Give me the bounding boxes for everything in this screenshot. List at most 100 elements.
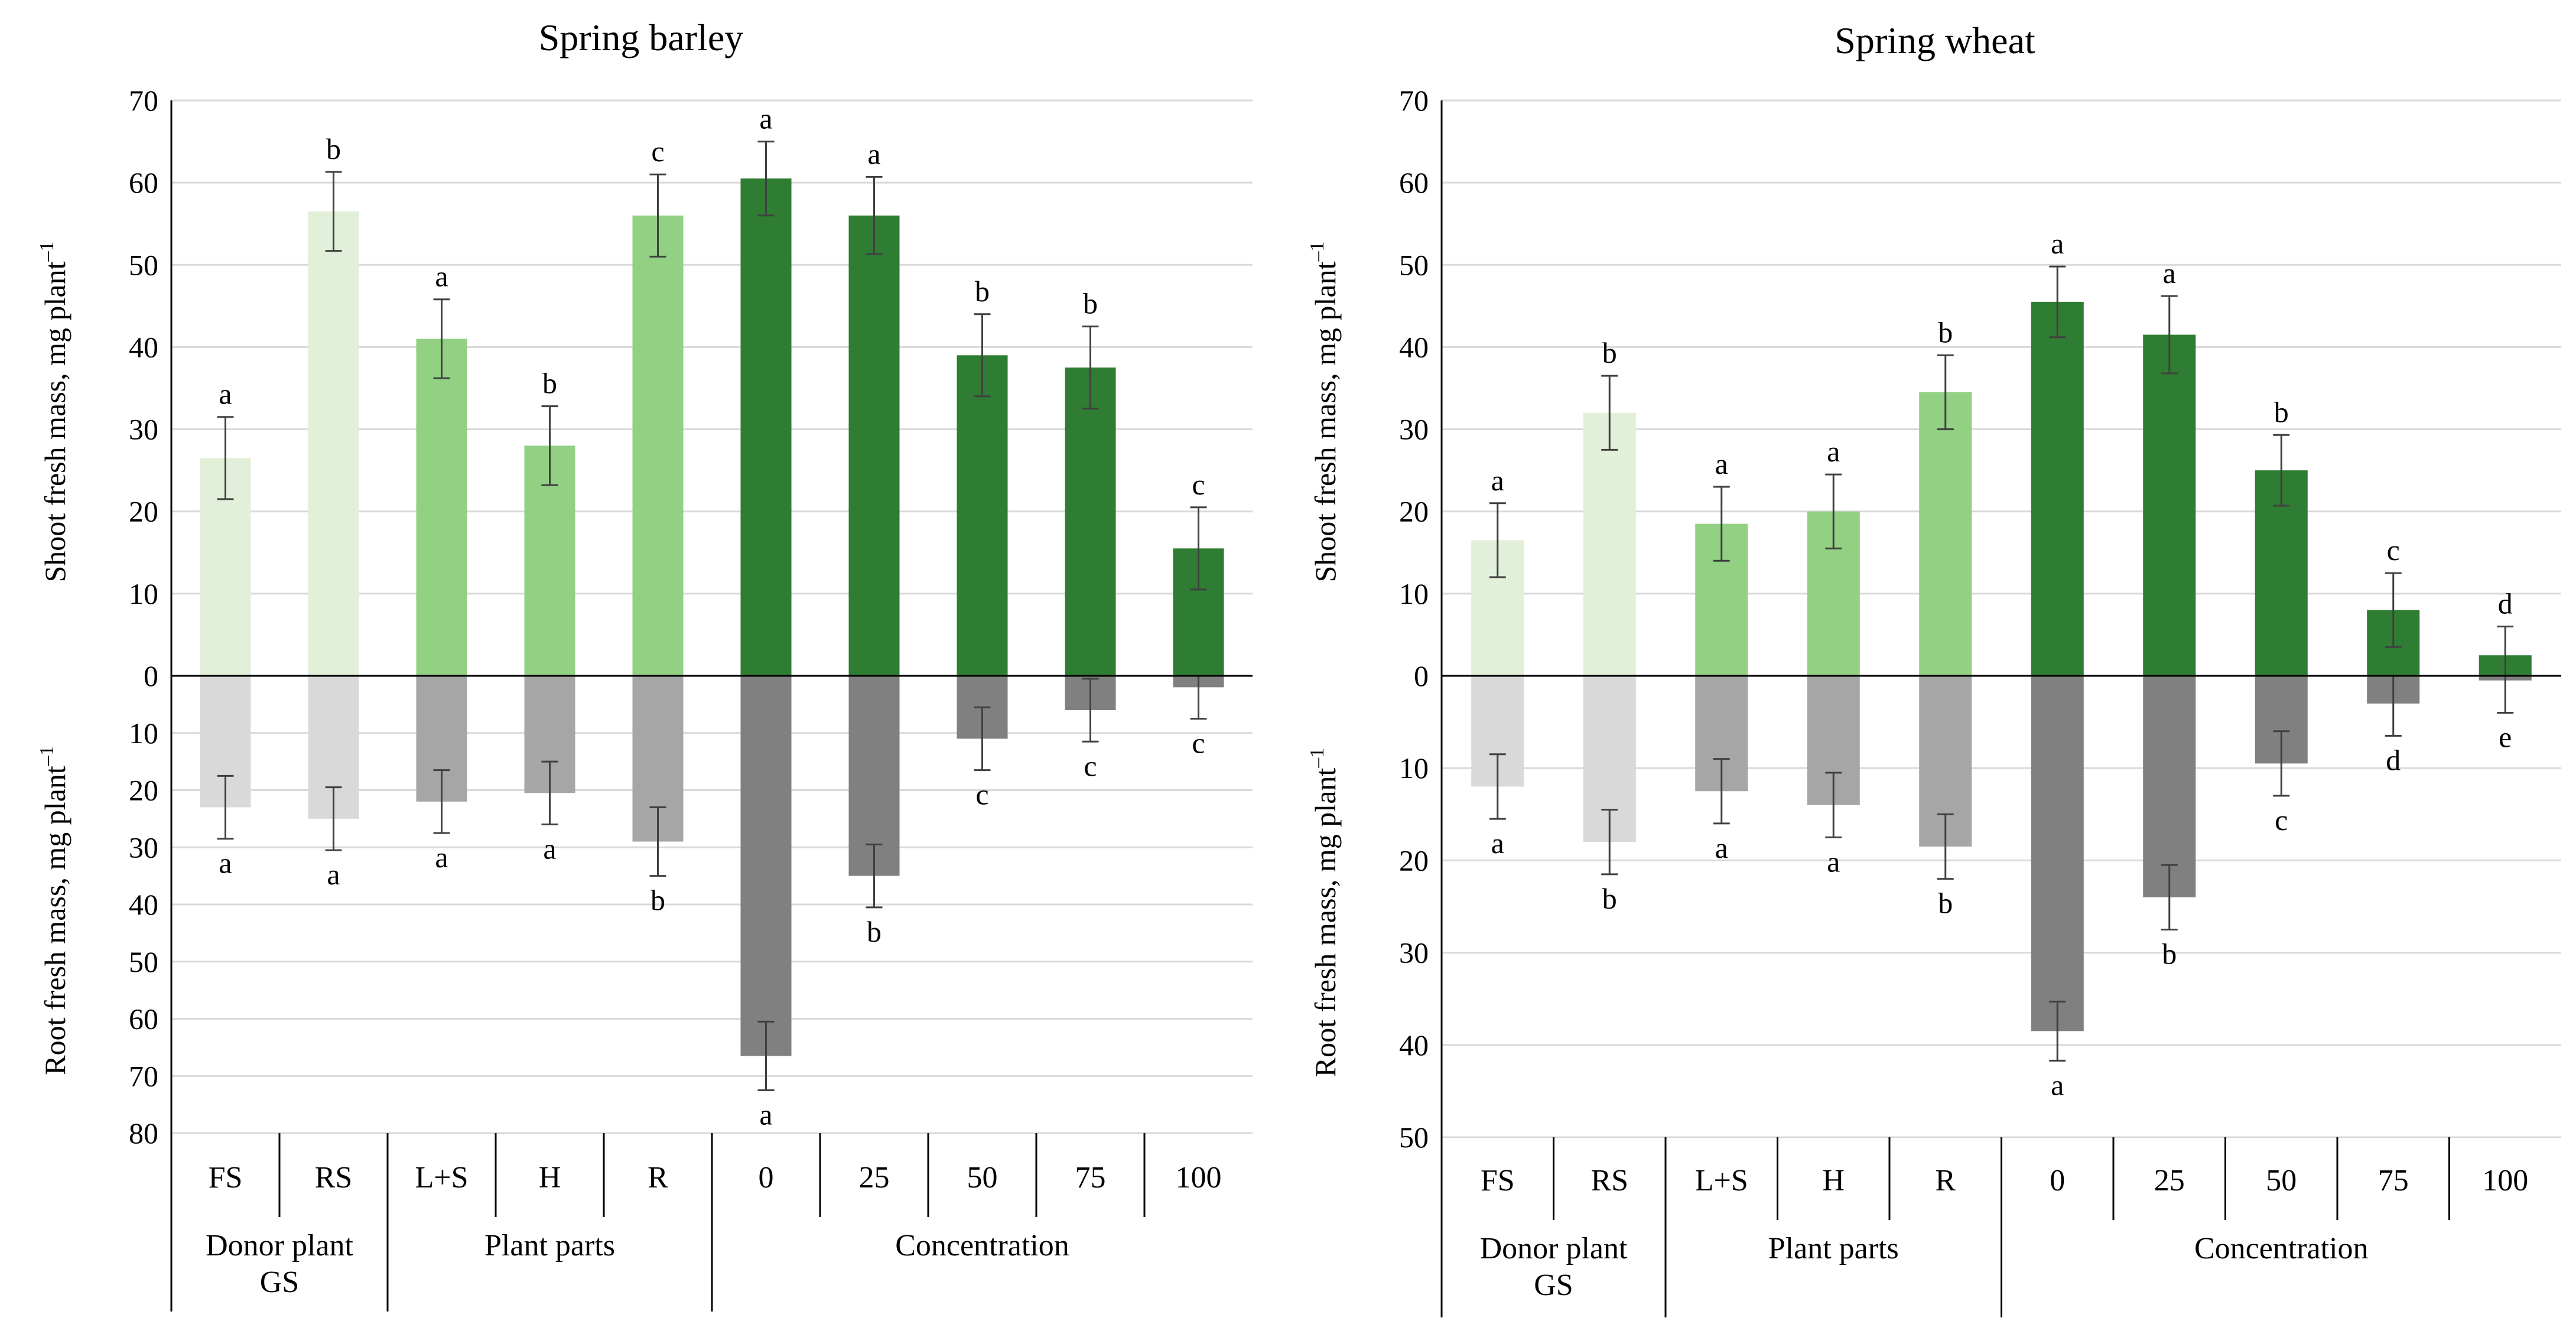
root-significance-letter: d bbox=[2386, 744, 2401, 777]
y-tick-label: 30 bbox=[129, 831, 158, 864]
shoot-significance-letter: b bbox=[326, 132, 341, 165]
root-significance-letter: a bbox=[1827, 845, 1840, 878]
y-axis-title-shoot-superscript: –1 bbox=[1306, 241, 1328, 262]
group-label: Plant parts bbox=[1768, 1232, 1899, 1265]
root-significance-letter: c bbox=[975, 778, 988, 811]
root-significance-letter: a bbox=[543, 832, 556, 865]
y-axis-title-root-superscript: –1 bbox=[1306, 748, 1328, 769]
root-bar bbox=[2031, 676, 2084, 1031]
y-tick-label: 40 bbox=[129, 888, 158, 921]
root-significance-letter: b bbox=[1938, 887, 1953, 920]
group-label: Donor plant bbox=[1480, 1232, 1628, 1265]
category-label: 75 bbox=[2378, 1164, 2409, 1197]
y-tick-label: 40 bbox=[1399, 330, 1429, 363]
shoot-bar bbox=[632, 215, 684, 676]
root-significance-letter: b bbox=[867, 915, 882, 948]
root-significance-letter: e bbox=[2499, 720, 2512, 753]
category-label: 0 bbox=[2050, 1164, 2065, 1197]
y-axis-title-shoot: Shoot fresh mass, mg plant–1 bbox=[36, 241, 71, 582]
shoot-significance-letter: c bbox=[2387, 533, 2400, 567]
y-axis-title-shoot: Shoot fresh mass, mg plant–1 bbox=[1306, 241, 1342, 582]
shoot-significance-letter: b bbox=[542, 367, 557, 400]
y-axis-title-shoot-text: Shoot fresh mass, mg plant bbox=[1309, 261, 1342, 582]
root-significance-letter: c bbox=[2275, 803, 2288, 837]
y-tick-label: 0 bbox=[1414, 659, 1429, 692]
y-tick-label: 20 bbox=[129, 774, 158, 807]
root-significance-letter: c bbox=[1084, 749, 1097, 782]
root-significance-letter: a bbox=[435, 841, 448, 874]
y-axis-title-root-text: Root fresh mass, mg plant bbox=[1309, 768, 1342, 1078]
shoot-bar bbox=[2143, 334, 2196, 676]
y-axis-title-shoot-text: Shoot fresh mass, mg plant bbox=[38, 261, 71, 582]
category-label: H bbox=[539, 1161, 561, 1195]
group-label: Donor plant bbox=[206, 1229, 353, 1262]
shoot-bar bbox=[1583, 412, 1636, 676]
shoot-significance-letter: a bbox=[759, 102, 772, 135]
y-tick-label: 20 bbox=[129, 495, 158, 528]
category-label: FS bbox=[1481, 1164, 1515, 1197]
category-label: R bbox=[1935, 1164, 1956, 1197]
shoot-bar bbox=[957, 355, 1008, 676]
root-bar bbox=[2143, 676, 2196, 897]
y-axis-title-root: Root fresh mass, mg plant–1 bbox=[1306, 748, 1342, 1078]
shoot-significance-letter: c bbox=[651, 135, 664, 168]
shoot-significance-letter: b bbox=[2274, 395, 2289, 428]
shoot-significance-letter: c bbox=[1192, 468, 1205, 501]
shoot-bar bbox=[1065, 367, 1116, 676]
y-tick-label: 70 bbox=[129, 1059, 158, 1092]
y-tick-label: 70 bbox=[1399, 84, 1429, 117]
group-label: Concentration bbox=[2194, 1232, 2369, 1265]
y-axis-title-root-text: Root fresh mass, mg plant bbox=[38, 766, 71, 1075]
y-tick-label: 10 bbox=[129, 717, 158, 750]
group-label: GS bbox=[1534, 1268, 1573, 1302]
category-label: 100 bbox=[2482, 1164, 2528, 1197]
shoot-bar bbox=[308, 211, 359, 676]
category-label: L+S bbox=[415, 1161, 468, 1195]
root-significance-letter: a bbox=[2051, 1068, 2064, 1101]
category-label: 100 bbox=[1176, 1161, 1222, 1195]
root-bar bbox=[740, 676, 792, 1056]
group-label: Concentration bbox=[895, 1229, 1069, 1262]
group-label: Plant parts bbox=[484, 1229, 615, 1262]
root-significance-letter: b bbox=[1602, 882, 1617, 915]
shoot-significance-letter: d bbox=[2498, 587, 2513, 620]
category-label: 50 bbox=[2266, 1164, 2297, 1197]
y-tick-label: 80 bbox=[129, 1117, 158, 1150]
y-tick-label: 60 bbox=[129, 1003, 158, 1036]
category-label: 25 bbox=[2154, 1164, 2185, 1197]
root-significance-letter: b bbox=[2162, 938, 2177, 971]
category-label: FS bbox=[209, 1161, 243, 1195]
group-label: GS bbox=[260, 1265, 299, 1299]
chart-panel-1: Spring barley 0 10 20 30 40 50 60 70 10 20 30 40 50 60… bbox=[36, 17, 1253, 1312]
y-tick-label: 50 bbox=[129, 945, 158, 978]
category-label: RS bbox=[315, 1161, 353, 1195]
shoot-bar bbox=[2031, 301, 2084, 676]
category-label: L+S bbox=[1695, 1164, 1748, 1197]
shoot-bar bbox=[1919, 392, 1972, 676]
shoot-significance-letter: b bbox=[1083, 287, 1098, 320]
root-significance-letter: a bbox=[327, 858, 340, 891]
shoot-significance-letter: a bbox=[2051, 227, 2064, 260]
shoot-significance-letter: a bbox=[1827, 435, 1840, 468]
y-tick-label: 30 bbox=[1399, 413, 1429, 446]
y-tick-label: 70 bbox=[129, 84, 158, 117]
category-label: 0 bbox=[759, 1161, 774, 1195]
shoot-significance-letter: a bbox=[2163, 256, 2176, 289]
y-axis-title-root: Root fresh mass, mg plant–1 bbox=[36, 746, 71, 1075]
root-significance-letter: a bbox=[1715, 831, 1728, 864]
y-tick-label: 0 bbox=[144, 659, 158, 692]
shoot-bar bbox=[848, 215, 900, 676]
y-tick-label: 10 bbox=[1399, 751, 1429, 785]
shoot-bar bbox=[416, 339, 467, 676]
category-label: R bbox=[648, 1161, 668, 1195]
shoot-significance-letter: b bbox=[975, 275, 990, 308]
chart-title: Spring barley bbox=[539, 17, 744, 58]
shoot-significance-letter: b bbox=[1938, 315, 1953, 349]
y-tick-label: 30 bbox=[1399, 936, 1429, 969]
root-significance-letter: a bbox=[759, 1098, 772, 1131]
shoot-significance-letter: a bbox=[1715, 447, 1728, 480]
y-tick-label: 50 bbox=[1399, 1121, 1429, 1154]
chart-title: Spring wheat bbox=[1835, 19, 2035, 61]
shoot-significance-letter: b bbox=[1602, 336, 1617, 369]
